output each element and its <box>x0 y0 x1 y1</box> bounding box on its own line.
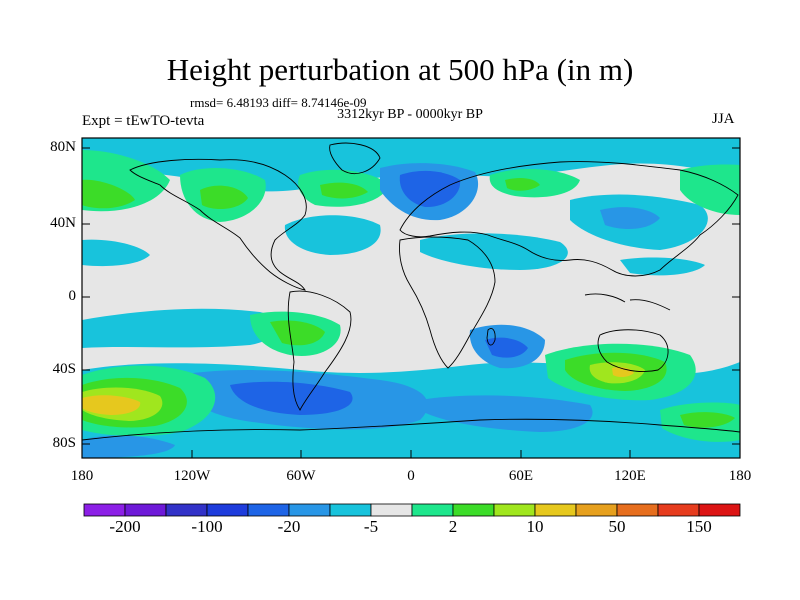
lat-label-80n: 80N <box>50 139 76 155</box>
colorbar-swatch <box>370 503 413 517</box>
season-label: JJA <box>712 111 735 127</box>
colorbar-label: -100 <box>191 517 223 536</box>
colorbar-swatch <box>575 503 618 517</box>
colorbar-swatch <box>411 503 454 517</box>
colorbar-label: -20 <box>277 517 301 536</box>
lon-label-180e: 180 <box>728 468 752 484</box>
lat-label-40n: 40N <box>50 215 76 231</box>
colorbar-swatch <box>534 503 577 517</box>
colorbar-swatch <box>83 503 126 517</box>
colorbar-swatch <box>493 503 536 517</box>
colorbar-swatch <box>698 503 741 517</box>
lat-label-40s: 40S <box>52 361 76 377</box>
colorbar-label: 50 <box>608 517 626 536</box>
axis-ticks <box>81 147 741 458</box>
lat-label-80s: 80S <box>52 435 76 451</box>
lon-label-120e: 120E <box>614 468 646 484</box>
plot-title: Height perturbation at 500 hPa (in m) <box>166 52 634 87</box>
colorbar-swatch <box>329 503 372 517</box>
colorbar-swatch <box>616 503 659 517</box>
lon-label-60w: 60W <box>286 468 316 484</box>
experiment-label: Expt = tEwTO-tevta <box>82 113 205 129</box>
colorbar-label: -200 <box>109 517 141 536</box>
lon-label-120w: 120W <box>173 468 211 484</box>
colorbar-label: 150 <box>686 517 712 536</box>
colorbar-label: 10 <box>526 517 544 536</box>
colorbar-label: -5 <box>363 517 379 536</box>
lat-label-0: 0 <box>68 288 77 304</box>
lon-label-0: 0 <box>407 468 415 484</box>
colorbar-swatch <box>206 503 249 517</box>
lon-label-180w: 180 <box>70 468 94 484</box>
colorbar-swatch <box>288 503 331 517</box>
colorbar <box>83 503 741 517</box>
colorbar-swatch <box>657 503 700 517</box>
colorbar-swatch <box>165 503 208 517</box>
lon-label-60e: 60E <box>508 468 534 484</box>
colorbar-swatch <box>124 503 167 517</box>
coastlines <box>82 142 740 441</box>
contour-field <box>82 138 740 458</box>
colorbar-label: 2 <box>448 517 458 536</box>
rmsd-diff-text: rmsd= 6.48193 diff= 8.74146e-09 <box>190 95 367 110</box>
colorbar-swatch <box>247 503 290 517</box>
colorbar-swatch <box>452 503 495 517</box>
period-label: 3312kyr BP - 0000kyr BP <box>337 107 483 122</box>
